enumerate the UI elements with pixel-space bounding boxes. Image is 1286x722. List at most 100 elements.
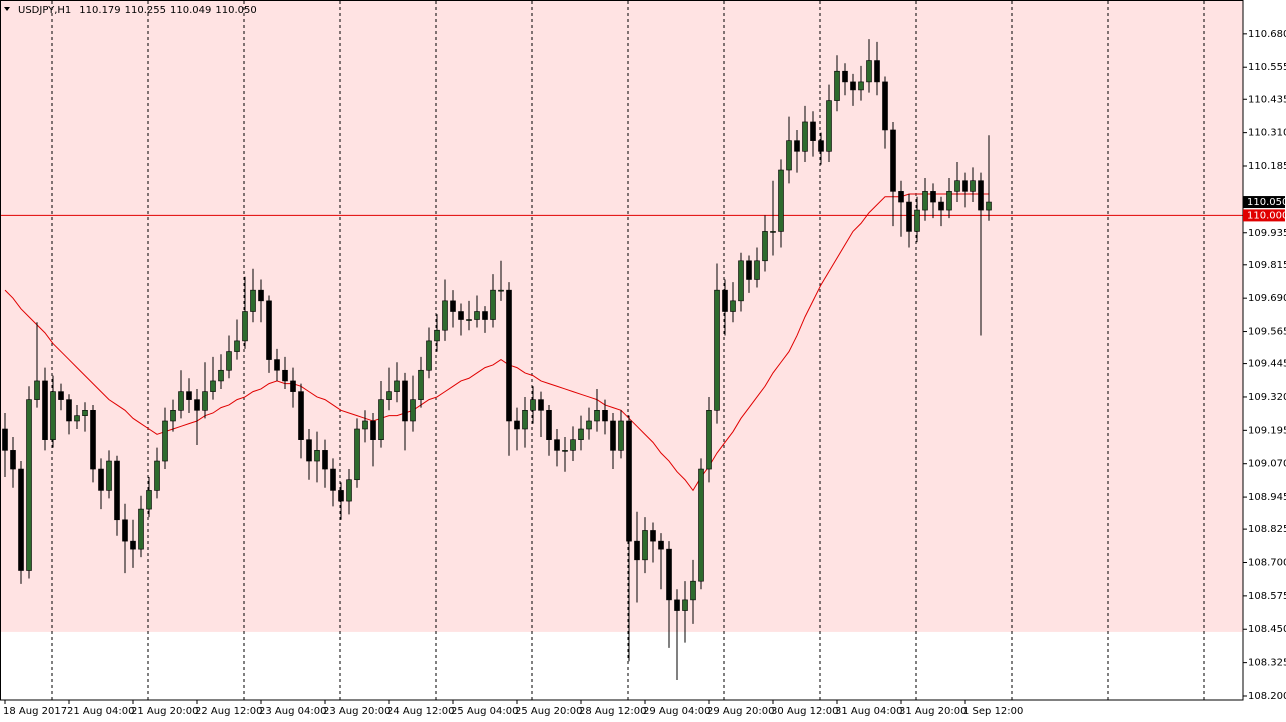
candle-body bbox=[210, 380, 216, 392]
candle-body bbox=[146, 490, 152, 510]
y-tick-label: 109.690 bbox=[1248, 293, 1286, 304]
candle-body bbox=[90, 410, 96, 470]
candle-body bbox=[162, 420, 168, 462]
header-text: 110.049 bbox=[170, 5, 211, 16]
candle-body bbox=[786, 140, 792, 171]
candle-body bbox=[466, 319, 472, 321]
candle-body bbox=[314, 450, 320, 462]
candle-body bbox=[82, 410, 88, 416]
candle-body bbox=[490, 289, 496, 320]
x-tick-label: 23 Aug 20:00 bbox=[323, 706, 390, 717]
candle-body bbox=[106, 460, 112, 491]
candle-body bbox=[322, 450, 328, 470]
candle-body bbox=[282, 369, 288, 382]
candle-body bbox=[674, 599, 680, 611]
chart-header: USDJPY,H1 110.179 110.255 110.049 110.050 bbox=[18, 5, 257, 16]
candle-body bbox=[714, 289, 720, 411]
candle-body bbox=[722, 289, 728, 312]
candle-body bbox=[818, 140, 824, 152]
candle-body bbox=[2, 428, 8, 451]
candle-body bbox=[666, 548, 672, 601]
plot-frame bbox=[0, 0, 1244, 701]
candle-body bbox=[794, 140, 800, 152]
candle-body bbox=[970, 180, 976, 192]
candle-body bbox=[346, 479, 352, 502]
candle-body bbox=[458, 311, 464, 320]
candle-body bbox=[866, 60, 872, 83]
candle-body bbox=[842, 70, 848, 83]
candle-body bbox=[426, 340, 432, 371]
y-tick-label: 109.070 bbox=[1248, 459, 1286, 470]
x-tick-label: 21 Aug 20:00 bbox=[131, 706, 198, 717]
candle-body bbox=[34, 380, 40, 400]
candle-body bbox=[74, 415, 80, 422]
candle-body bbox=[682, 599, 688, 611]
candle-body bbox=[330, 468, 336, 491]
candle-body bbox=[202, 391, 208, 411]
candle-body bbox=[986, 201, 992, 211]
y-tick-label: 108.945 bbox=[1248, 492, 1286, 503]
y-tick-label: 110.680 bbox=[1248, 29, 1286, 40]
candle-body bbox=[578, 428, 584, 440]
candle-body bbox=[650, 530, 656, 542]
candle-body bbox=[394, 380, 400, 392]
x-tick-label: 23 Aug 04:00 bbox=[259, 706, 326, 717]
candle-body bbox=[562, 450, 568, 452]
candle-body bbox=[362, 420, 368, 430]
level-box bbox=[1243, 209, 1285, 222]
candle-body bbox=[378, 399, 384, 440]
candle-body bbox=[762, 231, 768, 262]
candle-body bbox=[242, 311, 248, 342]
candle-body bbox=[530, 399, 536, 411]
candle-body bbox=[978, 180, 984, 211]
level-box-label: 110.000 bbox=[1247, 210, 1286, 221]
x-tick-label: 29 Aug 20:00 bbox=[707, 706, 774, 717]
candle-body bbox=[42, 380, 48, 440]
candle-body bbox=[218, 369, 224, 382]
candle-body bbox=[442, 300, 448, 331]
candle-body bbox=[946, 191, 952, 211]
y-tick-label: 108.450 bbox=[1248, 624, 1286, 635]
candle-body bbox=[898, 191, 904, 203]
candle-body bbox=[802, 121, 808, 152]
header-text: 110.050 bbox=[215, 5, 256, 16]
candle-body bbox=[938, 201, 944, 211]
candle-body bbox=[386, 391, 392, 400]
candle-body bbox=[890, 129, 896, 192]
y-tick-label: 109.565 bbox=[1248, 327, 1286, 338]
candle-body bbox=[178, 391, 184, 411]
candle-body bbox=[554, 439, 560, 451]
candle-body bbox=[706, 410, 712, 470]
candle-body bbox=[586, 420, 592, 430]
candle-body bbox=[906, 201, 912, 232]
candle-body bbox=[690, 580, 696, 601]
candle-body bbox=[770, 231, 776, 233]
moving-average bbox=[4, 193, 989, 492]
candle-body bbox=[538, 399, 544, 411]
candle-body bbox=[922, 191, 928, 211]
y-tick-label: 109.195 bbox=[1248, 425, 1286, 436]
candle-body bbox=[570, 439, 576, 451]
y-tick-label: 110.435 bbox=[1248, 94, 1286, 105]
candle-body bbox=[138, 508, 144, 550]
candle-body bbox=[418, 369, 424, 400]
candle-body bbox=[186, 391, 192, 400]
bid-box-label: 110.050 bbox=[1247, 197, 1286, 208]
candle-body bbox=[266, 300, 272, 360]
candle-body bbox=[858, 81, 864, 91]
candle-body bbox=[434, 329, 440, 342]
candle-body bbox=[274, 359, 280, 371]
candle-body bbox=[546, 410, 552, 440]
candle-body bbox=[450, 300, 456, 312]
candle-body bbox=[882, 81, 888, 131]
candle-body bbox=[658, 540, 664, 550]
candle-body bbox=[834, 70, 840, 101]
candle-body bbox=[634, 540, 640, 561]
candle-body bbox=[26, 399, 32, 571]
candle-body bbox=[522, 410, 528, 430]
candle-body bbox=[234, 340, 240, 352]
candle-body bbox=[114, 460, 120, 521]
candle-body bbox=[338, 490, 344, 502]
header-text: USDJPY,H1 bbox=[18, 5, 71, 16]
candle-body bbox=[746, 260, 752, 280]
